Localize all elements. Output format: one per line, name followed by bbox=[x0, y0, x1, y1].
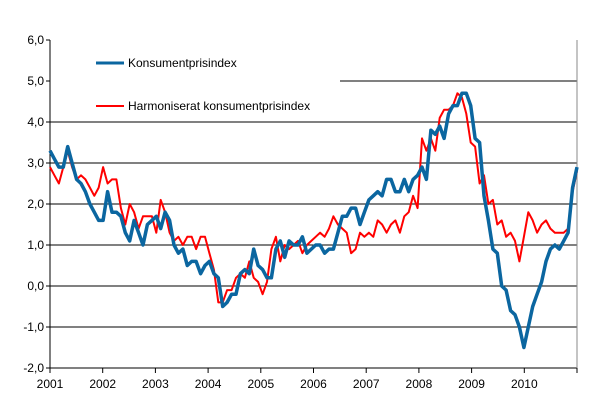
x-tick-label: 2002 bbox=[89, 377, 116, 391]
y-tick-label: 3,0 bbox=[27, 156, 44, 170]
x-tick-label: 2006 bbox=[300, 377, 327, 391]
x-tick-label: 2009 bbox=[458, 377, 485, 391]
y-tick-label: 1,0 bbox=[27, 238, 44, 252]
x-tick-label: 2007 bbox=[353, 377, 380, 391]
legend-label-harmoniserat-konsumentprisindex: Harmoniserat konsumentprisindex bbox=[128, 99, 310, 113]
series-lines bbox=[48, 91, 579, 350]
y-tick-label: 4,0 bbox=[27, 115, 44, 129]
y-axis-ticks: -2,0 -1,0 0,0 1,0 2,0 3,0 4,0 5,0 6,0 bbox=[23, 33, 50, 375]
x-axis-ticks: 2001 2002 2003 2004 2005 2006 2007 2008 2009 2010 bbox=[37, 368, 578, 391]
y-tick-label: 2,0 bbox=[27, 197, 44, 211]
x-tick-label: 2004 bbox=[195, 377, 222, 391]
legend: Konsumentprisindex Harmoniserat konsumen… bbox=[96, 56, 310, 113]
x-tick-label: 2008 bbox=[406, 377, 433, 391]
y-tick-label: 0,0 bbox=[27, 279, 44, 293]
x-tick-label: 2005 bbox=[247, 377, 274, 391]
y-tick-label: -1,0 bbox=[23, 320, 44, 334]
series-line-konsumentprisindex bbox=[48, 91, 579, 350]
x-tick-label: 2001 bbox=[37, 377, 64, 391]
x-tick-label: 2010 bbox=[511, 377, 538, 391]
y-tick-label: -2,0 bbox=[23, 361, 44, 375]
x-tick-label: 2003 bbox=[142, 377, 169, 391]
y-tick-label: 5,0 bbox=[27, 74, 44, 88]
y-tick-label: 6,0 bbox=[27, 33, 44, 47]
legend-label-konsumentprisindex: Konsumentprisindex bbox=[128, 56, 237, 70]
